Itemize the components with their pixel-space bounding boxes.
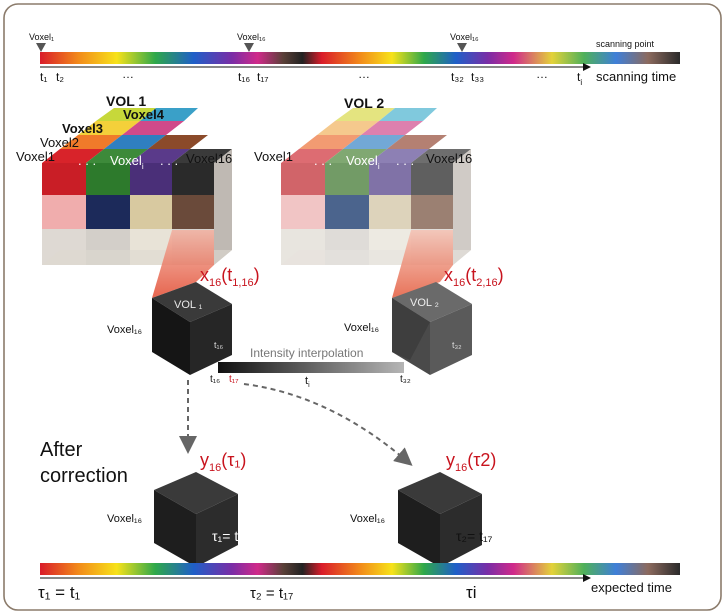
tick-t2: t₂ <box>56 70 64 84</box>
vol1-voxel2-label: Voxel2 <box>40 135 79 150</box>
bottom-timeline: τ₁ = t₁ τ₂ = t₁₇ τi expected time <box>38 563 680 602</box>
bottom-spectrum-bar <box>40 563 680 575</box>
vol2-voxel1-label: Voxel1 <box>254 149 293 164</box>
scanning-point-label: scanning point <box>596 39 655 49</box>
after-cube2 <box>398 472 482 567</box>
vol2-front-face <box>281 149 471 265</box>
tick-t33: t₃₃ <box>471 70 484 84</box>
vol2-zoom-fan <box>392 230 453 298</box>
interpolation-bar: Intensity interpolation t₁₆ t₁₇ ti t₃₂ <box>210 346 411 389</box>
vol2-voxel16-label: Voxel16 <box>426 151 472 166</box>
bottom-label-tau2: τ₂ = t₁₇ <box>250 585 293 602</box>
vol1-voxel4-label: Voxel4 <box>123 107 165 122</box>
bottom-label-tau1: τ₁ = t₁ <box>38 583 81 602</box>
vol2-cube-side-label: Voxel₁₆ <box>344 322 379 334</box>
interp-right: t₃₂ <box>400 374 411 385</box>
after-heading-line2: correction <box>40 465 128 487</box>
after-cube1-relation: τ₁= t₁ <box>212 528 243 544</box>
vol1-dots-left: . . . <box>78 153 96 168</box>
vol2-dots-right: . . . <box>396 153 414 168</box>
vol1-zoom-fan <box>152 230 214 298</box>
after-heading-line1: After <box>40 439 83 461</box>
vol1-cube-label: VOL ₁ <box>174 299 203 311</box>
vol1-voxel1-label: Voxel1 <box>16 149 55 164</box>
top-spectrum-bar <box>40 52 680 64</box>
marker-voxel16-b: Voxel₁₆ <box>450 32 479 52</box>
vol1-voxel-i-label: Voxeli <box>110 153 144 171</box>
interp-left: t₁₆ <box>210 374 220 385</box>
interp-middle: ti <box>305 375 310 389</box>
vol1-dots-right: . . . <box>160 153 178 168</box>
vol2-cube-corner: t₃₂ <box>452 340 462 350</box>
tick-t17: t₁₇ <box>257 70 269 84</box>
vol2-zoom-cube: VOL ₂ t₃₂ <box>392 282 472 375</box>
vol1-voxel16-label: Voxel16 <box>186 151 232 166</box>
interpolation-gradient <box>218 362 404 373</box>
dashed-arrow-curve <box>243 383 413 466</box>
marker-voxel16-b-label: Voxel₁₆ <box>450 32 479 42</box>
tick-t32: t₃₂ <box>451 70 464 84</box>
marker-voxel16-a-label: Voxel₁₆ <box>237 32 266 42</box>
interpolation-title: Intensity interpolation <box>250 346 363 360</box>
vol1-voxel3-label: Voxel3 <box>62 121 103 136</box>
vol1-block: VOL 1 <box>16 93 260 375</box>
vol1-cube-corner: t₁₆ <box>214 340 224 350</box>
after-cube1 <box>154 472 238 567</box>
vol2-equation: x16(t2,16) <box>444 265 504 289</box>
vol2-dots-left: . . . <box>314 153 332 168</box>
vol2-top-face <box>281 108 471 163</box>
after-cube1-side-label: Voxel₁₆ <box>107 513 142 525</box>
vol1-zoom-cube: VOL ₁ t₁₆ <box>152 282 232 375</box>
tick-ellipsis-2: … <box>358 67 370 81</box>
tick-t16: t₁₆ <box>238 70 250 84</box>
vol2-cube-label: VOL ₂ <box>410 297 439 309</box>
vol2-block: VOL 2 <box>254 95 504 375</box>
top-timeline: Voxel₁ Voxel₁₆ Voxel₁₆ scanning point sc… <box>29 32 680 87</box>
scanning-time-label: scanning time <box>596 69 676 84</box>
tick-ti: ti <box>577 70 582 87</box>
after-correction: After correction y16(τ₁) Voxel₁₆ τ₁= t₁ … <box>40 439 496 567</box>
tick-ellipsis-3: … <box>536 67 548 81</box>
vol2-voxel-i-label: Voxeli <box>346 153 380 171</box>
after-cube2-equation: y16(τ2) <box>446 450 496 474</box>
after-cube2-side-label: Voxel₁₆ <box>350 513 385 525</box>
marker-voxel1: Voxel₁ <box>29 32 54 52</box>
tick-ellipsis-1: … <box>122 67 134 81</box>
vol1-cube-side-label: Voxel₁₆ <box>107 324 142 336</box>
marker-voxel16-a: Voxel₁₆ <box>237 32 266 52</box>
after-cube1-equation: y16(τ₁) <box>200 450 246 474</box>
interp-left-red: t₁₇ <box>229 374 239 385</box>
tick-t1: t₁ <box>40 70 47 84</box>
bottom-label-taui: τi <box>466 583 477 602</box>
vol1-top-face <box>42 108 232 163</box>
expected-time-label: expected time <box>591 580 672 595</box>
vol1-equation: x16(t1,16) <box>200 265 260 289</box>
vol2-title: VOL 2 <box>344 95 384 111</box>
marker-voxel1-label: Voxel₁ <box>29 32 54 42</box>
vol1-title: VOL 1 <box>106 93 146 109</box>
after-cube2-relation: τ₂= t₁₇ <box>456 528 493 544</box>
